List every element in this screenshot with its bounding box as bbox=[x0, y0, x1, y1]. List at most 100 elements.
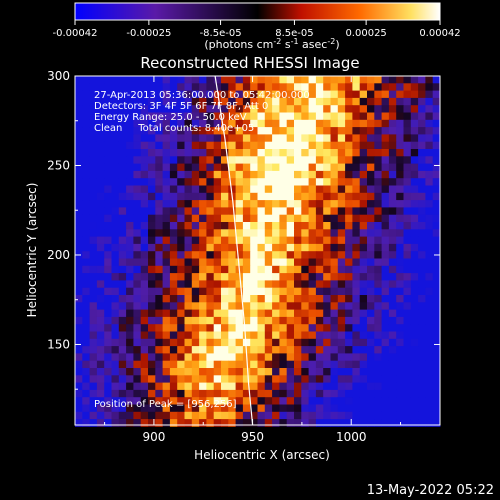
heatmap-cell bbox=[264, 258, 273, 267]
heatmap-cell bbox=[418, 83, 426, 91]
heatmap-cell bbox=[184, 273, 193, 281]
heatmap-cell bbox=[235, 360, 244, 369]
heatmap-cell bbox=[381, 397, 390, 405]
heatmap-cell bbox=[191, 338, 200, 347]
heatmap-cell bbox=[140, 382, 149, 391]
heatmap-cell bbox=[228, 97, 236, 106]
heatmap-cell bbox=[184, 163, 193, 172]
heatmap-cell bbox=[257, 83, 266, 91]
heatmap-cell bbox=[359, 83, 368, 91]
heatmap-cell bbox=[104, 200, 112, 208]
heatmap-cell bbox=[96, 316, 105, 325]
heatmap-cell bbox=[279, 411, 288, 420]
heatmap-cell bbox=[96, 419, 105, 427]
heatmap-cell bbox=[381, 258, 390, 267]
heatmap-cell bbox=[315, 295, 324, 303]
heatmap-cell bbox=[162, 316, 171, 325]
heatmap-cell bbox=[337, 200, 346, 208]
heatmap-cell bbox=[177, 134, 185, 143]
y-tick-label: 150 bbox=[47, 337, 70, 351]
heatmap-cell bbox=[264, 134, 273, 143]
heatmap-cell bbox=[279, 316, 288, 325]
heatmap-cell bbox=[250, 90, 258, 99]
heatmap-cell bbox=[126, 309, 134, 318]
heatmap-cell bbox=[228, 397, 236, 405]
heatmap-cell bbox=[242, 251, 251, 259]
heatmap-cell bbox=[301, 185, 309, 194]
heatmap-cell bbox=[133, 119, 142, 128]
heatmap-cell bbox=[337, 163, 346, 172]
heatmap-cell bbox=[213, 265, 222, 274]
heatmap-cell bbox=[206, 258, 215, 267]
heatmap-cell bbox=[352, 83, 361, 91]
heatmap-cell bbox=[315, 127, 324, 135]
heatmap-cell bbox=[308, 207, 317, 216]
heatmap-cell bbox=[286, 105, 295, 113]
heatmap-cell bbox=[264, 375, 273, 383]
heatmap-cell bbox=[162, 375, 171, 383]
heatmap-cell bbox=[286, 229, 295, 237]
heatmap-cell bbox=[191, 287, 200, 296]
heatmap-cell bbox=[250, 207, 258, 216]
heatmap-cell bbox=[286, 273, 295, 281]
heatmap-cell bbox=[235, 404, 244, 413]
heatmap-cell bbox=[381, 170, 390, 179]
heatmap-cell bbox=[111, 331, 120, 340]
heatmap-cell bbox=[330, 178, 339, 186]
heatmap-cell bbox=[235, 83, 244, 91]
heatmap-cell bbox=[403, 236, 412, 245]
heatmap-cell bbox=[337, 353, 346, 362]
heatmap-cell bbox=[264, 185, 273, 194]
heatmap-cell bbox=[184, 265, 193, 274]
heatmap-cell bbox=[206, 280, 215, 289]
heatmap-cell bbox=[308, 368, 317, 376]
heatmap-cell bbox=[104, 185, 112, 194]
heatmap-cell bbox=[177, 309, 185, 318]
heatmap-cell bbox=[82, 360, 90, 369]
heatmap-cell bbox=[250, 76, 258, 84]
heatmap-cell bbox=[221, 375, 229, 383]
heatmap-cell bbox=[279, 185, 288, 194]
heatmap-cell bbox=[425, 185, 434, 194]
heatmap-cell bbox=[242, 200, 251, 208]
heatmap-cell bbox=[279, 331, 288, 340]
heatmap-cell bbox=[89, 280, 98, 289]
heatmap-cell bbox=[294, 156, 302, 164]
heatmap-cell bbox=[162, 149, 171, 157]
heatmap-cell bbox=[425, 229, 434, 237]
heatmap-cell bbox=[250, 243, 258, 252]
heatmap-cell bbox=[155, 360, 163, 369]
heatmap-cell bbox=[199, 76, 207, 84]
heatmap-cell bbox=[381, 185, 390, 194]
heatmap-cell bbox=[315, 404, 324, 413]
heatmap-cell bbox=[104, 192, 112, 201]
heatmap-cell bbox=[279, 309, 288, 318]
heatmap-cell bbox=[221, 141, 229, 150]
heatmap-cell bbox=[206, 404, 215, 413]
heatmap-cell bbox=[264, 243, 273, 252]
heatmap-cell bbox=[425, 243, 434, 252]
heatmap-cell bbox=[169, 236, 178, 245]
heatmap-cell bbox=[286, 97, 295, 106]
heatmap-cell bbox=[133, 389, 142, 398]
heatmap-cell bbox=[191, 280, 200, 289]
heatmap-cell bbox=[388, 353, 397, 362]
heatmap-cell bbox=[279, 141, 288, 150]
heatmap-cell bbox=[410, 324, 419, 332]
heatmap-cell bbox=[104, 302, 112, 310]
heatmap-cell bbox=[432, 185, 441, 194]
heatmap-cell bbox=[242, 236, 251, 245]
heatmap-cell bbox=[213, 97, 222, 106]
heatmap-cell bbox=[257, 163, 266, 172]
heatmap-cell bbox=[418, 287, 426, 296]
heatmap-cell bbox=[286, 200, 295, 208]
heatmap-cell bbox=[403, 229, 412, 237]
heatmap-cell bbox=[111, 119, 120, 128]
heatmap-cell bbox=[169, 324, 178, 332]
heatmap-cell bbox=[148, 419, 156, 427]
heatmap-cell bbox=[75, 316, 83, 325]
heatmap-cell bbox=[381, 389, 390, 398]
heatmap-cell bbox=[352, 389, 361, 398]
heatmap-cell bbox=[169, 280, 178, 289]
heatmap-cell bbox=[294, 251, 302, 259]
